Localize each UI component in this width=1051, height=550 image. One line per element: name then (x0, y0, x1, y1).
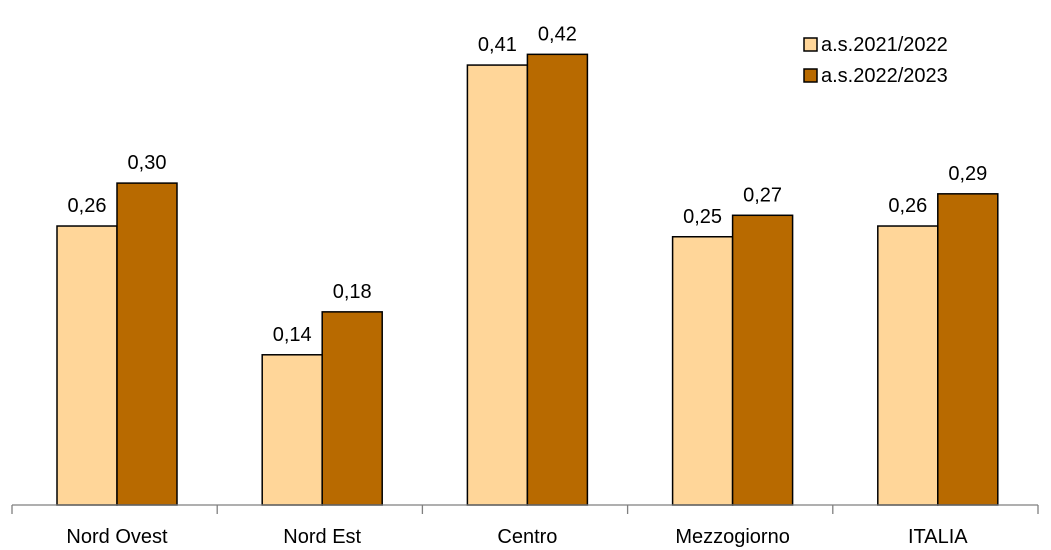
data-label: 0,30 (128, 152, 167, 174)
legend-swatch (803, 37, 818, 52)
data-label: 0,41 (478, 34, 517, 56)
legend: a.s.2021/2022 a.s.2022/2023 (803, 34, 948, 87)
bar-series-2 (731, 214, 794, 506)
data-label: 0,25 (683, 206, 722, 228)
bar-series-1 (466, 64, 529, 506)
bar-series-1 (56, 225, 118, 506)
bar-series-2 (937, 193, 999, 506)
data-label: 0,29 (948, 163, 987, 185)
legend-entry: a.s.2022/2023 (821, 65, 948, 87)
legend-swatch (803, 68, 818, 83)
x-tick-label: ITALIA (908, 526, 968, 548)
x-tick-label: Nord Ovest (66, 526, 168, 548)
bar-series-2 (116, 182, 178, 506)
bar-series-2 (321, 311, 383, 506)
bar-series-2 (526, 53, 589, 506)
data-label: 0,27 (743, 184, 782, 206)
bars-group (56, 53, 999, 506)
bar-series-1 (877, 225, 939, 506)
x-tick-labels: Nord Ovest Nord Est Centro Mezzogiorno ITALI… (66, 526, 968, 548)
data-label: 0,42 (538, 23, 577, 45)
x-axis (11, 504, 1039, 514)
data-label: 0,18 (333, 281, 372, 303)
bar-series-1 (261, 354, 323, 506)
data-label: 0,26 (68, 195, 107, 217)
bar-series-1 (671, 236, 734, 506)
data-label: 0,14 (273, 324, 312, 346)
x-tick-label: Centro (497, 526, 557, 548)
x-tick-label: Mezzogiorno (675, 526, 790, 548)
legend-entry: a.s.2021/2022 (821, 34, 948, 56)
data-labels-group: 0,26 0,30 0,14 0,18 0,41 0,42 0,25 0,27 0,26 0,29 (68, 23, 988, 345)
x-tick-label: Nord Est (283, 526, 361, 548)
data-label: 0,26 (888, 195, 927, 217)
